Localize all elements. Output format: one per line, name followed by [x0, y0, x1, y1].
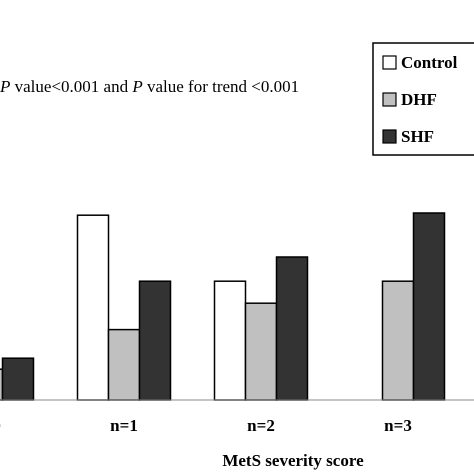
legend-label-dhf: DHF: [401, 90, 437, 109]
x-tick-label: n=1: [110, 416, 138, 435]
bar-dhf-n3: [381, 280, 415, 401]
x-tick-labels: n=0 n=1 n=2 n=3: [0, 416, 412, 435]
bar-dhf-n2: [244, 302, 278, 401]
annotation-p2: P: [131, 77, 142, 96]
bar-dhf-n1: [107, 328, 141, 401]
legend-label-control: Control: [401, 53, 458, 72]
bar-control-n1: [76, 214, 110, 401]
legend: Control DHF SHF: [372, 42, 474, 156]
legend-label-shf: SHF: [401, 127, 434, 146]
x-axis-label: MetS severity score: [222, 451, 364, 470]
legend-items: Control DHF SHF: [382, 53, 458, 146]
annotation-t2: value for trend <0.001: [143, 77, 299, 96]
bar-shf-n3: [412, 212, 446, 401]
legend-swatch-shf: [382, 129, 397, 144]
x-tick-label: n=2: [247, 416, 275, 435]
legend-swatch-dhf: [382, 92, 397, 107]
legend-swatch-control: [382, 55, 397, 70]
bar-shf-n0: [1, 357, 35, 401]
annotation-p1: P: [0, 77, 10, 96]
bar-shf-n2: [275, 256, 309, 401]
annotation-text: P value<0.001 and P value for trend <0.0…: [0, 77, 299, 96]
bar-control-n2: [213, 280, 247, 401]
x-tick-label: n=0: [0, 416, 1, 435]
annotation-t1: value<0.001 and: [10, 77, 132, 96]
bar-shf-n1: [138, 280, 172, 401]
bars-group: [0, 212, 446, 401]
x-tick-label: n=3: [384, 416, 412, 435]
